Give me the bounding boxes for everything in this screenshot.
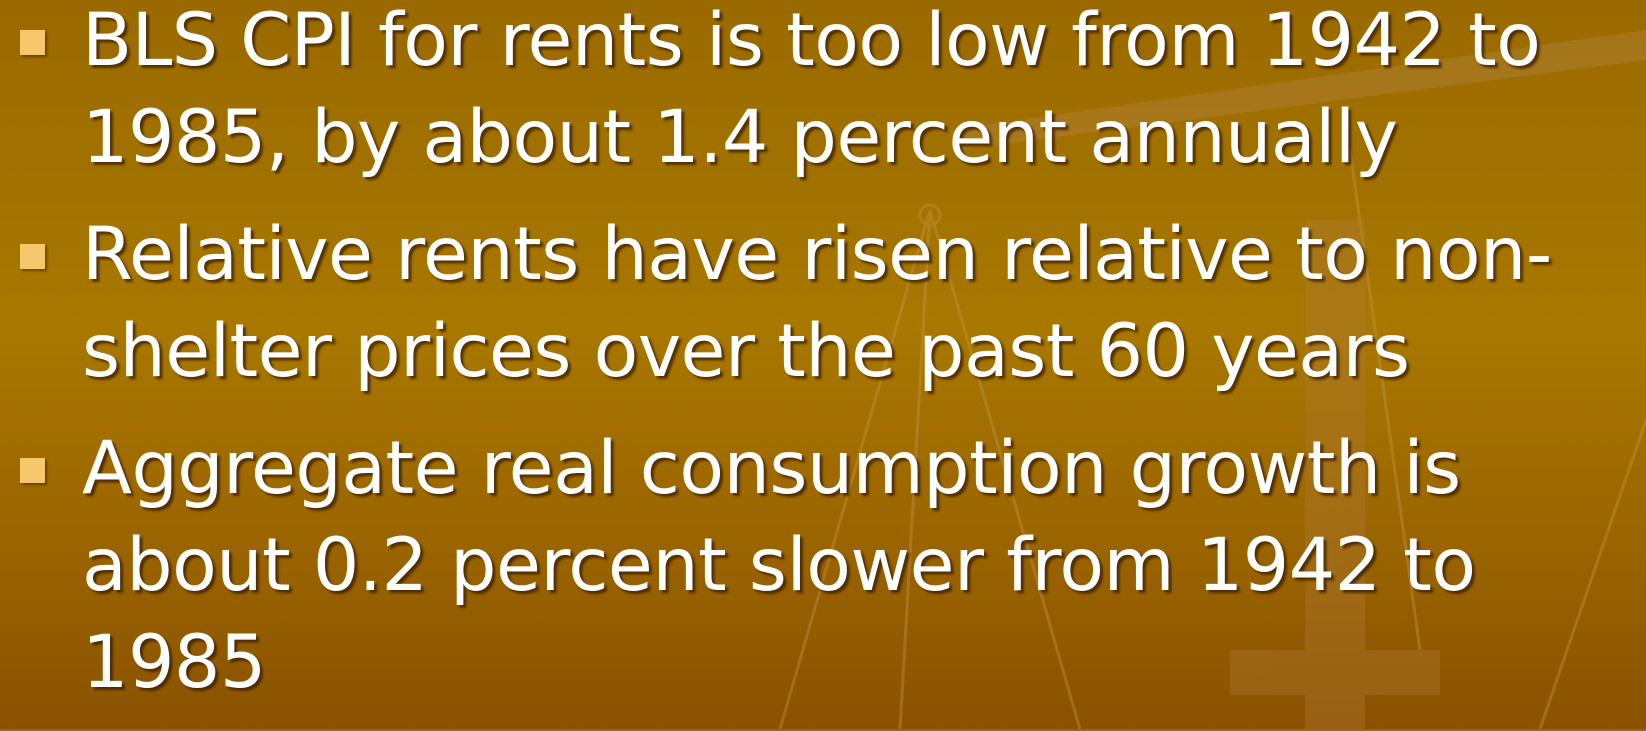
bullet: Aggregate real consumption growth is abo… [0, 420, 1600, 711]
bullet-text: BLS CPI for rents is too low from 1942 t… [82, 0, 1541, 180]
bullet-marker [20, 244, 45, 269]
bullet-list: BLS CPI for rents is too low from 1942 t… [0, 0, 1600, 711]
bullet: BLS CPI for rents is too low from 1942 t… [0, 0, 1600, 186]
bullet: Relative rents have risen relative to no… [0, 206, 1600, 400]
bullet-marker [20, 458, 45, 483]
bullet-text: Relative rents have risen relative to no… [82, 212, 1552, 394]
bullet-marker [20, 30, 45, 55]
bullet-text: Aggregate real consumption growth is abo… [82, 426, 1476, 705]
